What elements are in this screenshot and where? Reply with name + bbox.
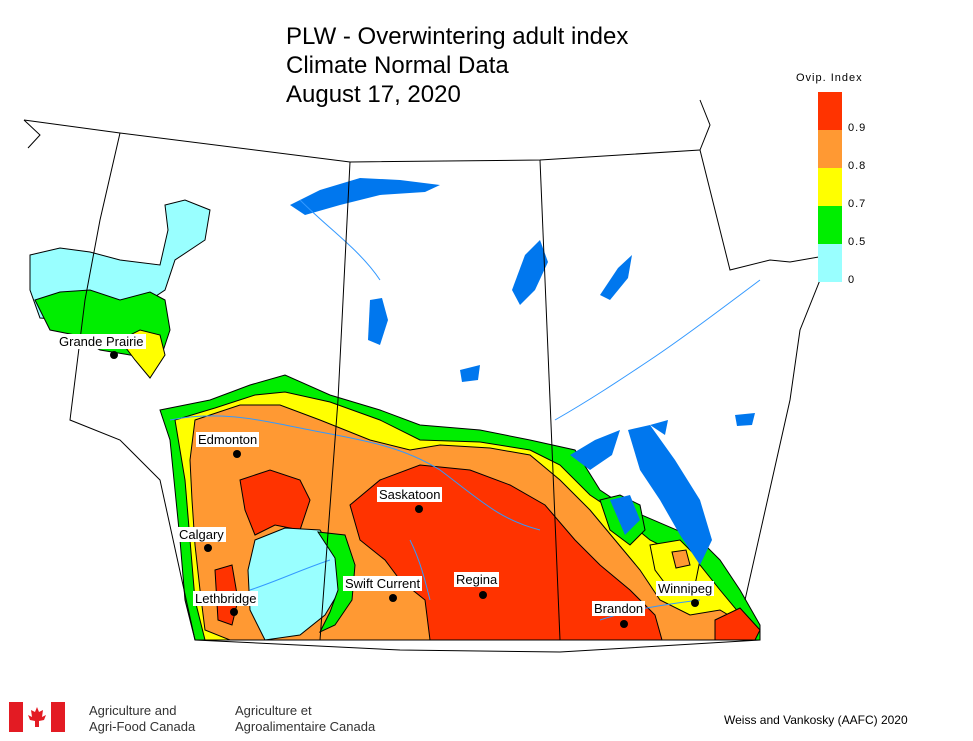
dot-lethbridge: [230, 608, 238, 616]
index-zones: [29, 199, 761, 641]
city-label-lethbridge: Lethbridge: [193, 591, 259, 606]
dot-edmonton: [233, 450, 241, 458]
river-3: [299, 199, 381, 281]
lake-manitoba: [610, 495, 640, 535]
city-label-swift-current: Swift Current: [343, 576, 423, 591]
dot-regina: [479, 591, 487, 599]
city-label-saskatoon: Saskatoon: [377, 487, 443, 502]
legend-label-0: 0: [848, 274, 856, 286]
title-line-2: Climate Normal Data: [286, 52, 509, 79]
lake-small-2: [735, 413, 755, 426]
river-2: [409, 539, 431, 601]
alberta-sask-border: [319, 161, 351, 641]
lake-reindeer: [512, 240, 548, 305]
city-label-winnipeg: Winnipeg: [656, 581, 715, 596]
lake-cedar: [570, 430, 620, 470]
borders: [23, 99, 831, 653]
zone-08-manitoba-spot: [671, 549, 691, 569]
us-border: [194, 639, 761, 653]
city-dots: [110, 351, 699, 628]
river-6: [599, 599, 701, 621]
credit-text: Weiss and Vankosky (AAFC) 2020: [724, 713, 908, 727]
lakes: [290, 178, 755, 565]
river-4: [554, 279, 761, 421]
org-name-french: Agriculture et Agroalimentaire Canada: [235, 703, 375, 735]
legend-swatch-0: [818, 244, 842, 282]
lake-small-1: [460, 365, 480, 382]
rivers: [169, 199, 761, 621]
river-1: [169, 415, 541, 531]
legend-title: Ovip. Index: [796, 72, 863, 84]
lake-athabasca: [290, 178, 440, 215]
org-fr-line-2: Agroalimentaire Canada: [235, 719, 376, 734]
dot-saskatoon: [415, 505, 423, 513]
legend-swatch-09: [818, 92, 842, 130]
city-label-edmonton: Edmonton: [196, 432, 260, 447]
lake-small-3: [650, 420, 668, 435]
legend-label-05: 0.5: [848, 236, 867, 248]
city-label-brandon: Brandon: [592, 601, 646, 616]
sask-manitoba-border: [539, 159, 561, 641]
manitoba-ontario-border: [699, 149, 831, 601]
legend-swatch-05: [818, 206, 842, 244]
legend-label-07: 0.7: [848, 198, 867, 210]
city-label-regina: Regina: [454, 572, 500, 587]
legend-swatch-07: [818, 168, 842, 206]
north-border-60: [23, 119, 701, 163]
legend-label-08: 0.8: [848, 160, 867, 172]
zone-05-south-ring: [317, 531, 356, 634]
map-title: PLW - Overwintering adult index Climate …: [286, 22, 628, 109]
dot-swift-current: [389, 594, 397, 602]
lake-la-ronge: [368, 298, 388, 345]
lake-winnipeg: [628, 425, 712, 565]
lake-wollaston: [600, 255, 632, 300]
dot-calgary: [204, 544, 212, 552]
org-fr-line-1: Agriculture et: [235, 703, 312, 718]
zone-09-southeast: [714, 607, 761, 641]
org-en-line-1: Agriculture and: [89, 703, 177, 718]
legend: 0.9 0.8 0.7 0.5 0: [818, 92, 865, 286]
org-name-english: Agriculture and Agri-Food Canada: [89, 703, 195, 735]
org-en-line-2: Agri-Food Canada: [89, 719, 196, 734]
legend-label-09: 0.9: [848, 122, 867, 134]
city-label-calgary: Calgary: [177, 527, 226, 542]
city-label-grande-prairie: Grande Prairie: [57, 334, 146, 349]
title-line-3: August 17, 2020: [286, 81, 461, 108]
dot-grande-prairie: [110, 351, 118, 359]
canada-flag-icon: [9, 702, 65, 732]
dot-winnipeg: [691, 599, 699, 607]
hudson-coast: [699, 99, 711, 151]
river-5: [249, 559, 331, 591]
legend-swatch-08: [818, 130, 842, 168]
bc-alberta-border: [69, 132, 196, 641]
title-line-1: PLW - Overwintering adult index: [286, 23, 629, 50]
dot-brandon: [620, 620, 628, 628]
north-shoreline: [23, 119, 41, 149]
